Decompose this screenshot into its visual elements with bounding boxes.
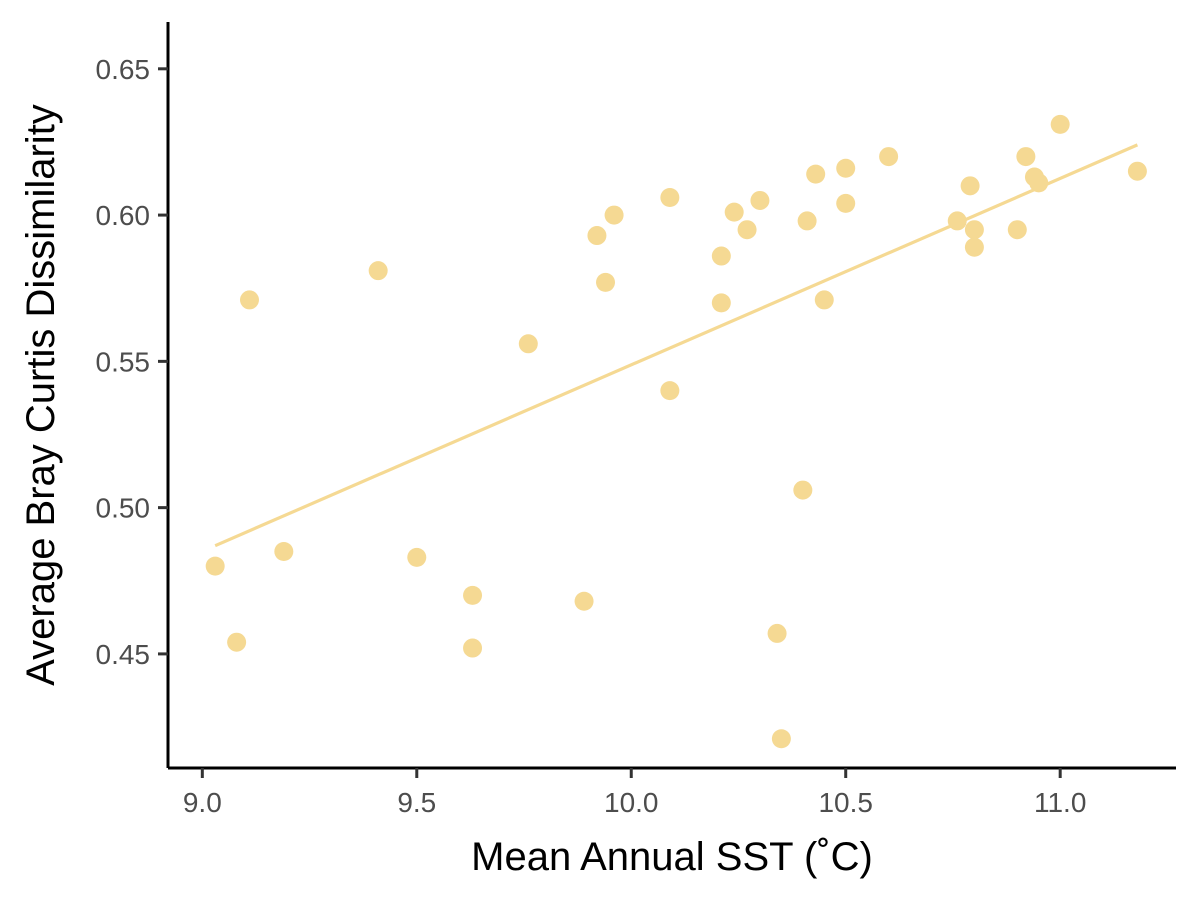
data-point-20 [767, 623, 787, 643]
data-point-8 [518, 334, 538, 354]
data-point-29 [947, 211, 967, 231]
x-tick-label: 10.0 [604, 787, 659, 818]
data-point-5 [407, 547, 427, 567]
data-point-14 [660, 381, 680, 401]
data-point-10 [587, 226, 607, 246]
y-tick-label: 0.65 [96, 54, 151, 85]
y-axis-ticks: 0.45 0.50 0.55 0.60 0.65 [96, 54, 168, 670]
data-point-22 [793, 480, 813, 500]
data-point-15 [711, 246, 731, 266]
data-point-38 [1127, 161, 1147, 181]
data-point-19 [750, 190, 770, 210]
y-tick-label: 0.45 [96, 639, 151, 670]
x-tick-label: 9.5 [397, 787, 436, 818]
data-point-16 [711, 293, 731, 313]
data-point-32 [964, 237, 984, 257]
data-point-24 [806, 164, 826, 184]
data-point-25 [814, 290, 834, 310]
data-point-13 [660, 188, 680, 208]
data-point-34 [1016, 147, 1036, 167]
y-tick-label: 0.50 [96, 493, 151, 524]
data-point-12 [604, 205, 624, 225]
data-point-9 [574, 591, 594, 611]
data-point-7 [463, 638, 483, 658]
data-point-28 [879, 147, 899, 167]
data-point-23 [797, 211, 817, 231]
x-tick-label: 9.0 [183, 787, 222, 818]
x-tick-label: 11.0 [1034, 787, 1086, 818]
data-point-30 [960, 176, 980, 196]
data-point-17 [724, 202, 744, 222]
data-point-2 [239, 290, 259, 310]
data-point-18 [737, 220, 757, 240]
data-point-4 [368, 261, 388, 281]
data-point-6 [463, 585, 483, 605]
data-point-11 [596, 272, 616, 292]
data-point-1 [227, 632, 247, 652]
data-point-33 [1007, 220, 1027, 240]
data-point-37 [1050, 114, 1070, 134]
plot-area [205, 114, 1147, 749]
data-point-31 [964, 220, 984, 240]
x-tick-label: 10.5 [818, 787, 873, 818]
data-point-3 [274, 542, 294, 562]
data-point-36 [1029, 173, 1049, 193]
data-point-21 [771, 729, 791, 749]
y-axis-title: Average Bray Curtis Dissimilarity [19, 104, 63, 686]
trend-line [214, 143, 1139, 548]
x-axis-title: Mean Annual SST (˚C) [471, 835, 873, 879]
data-point-0 [205, 556, 225, 576]
y-tick-label: 0.55 [96, 346, 151, 377]
y-tick-label: 0.60 [96, 200, 151, 231]
x-axis-ticks: 9.0 9.5 10.0 10.5 11.0 [183, 768, 1086, 818]
data-point-26 [836, 158, 856, 178]
data-point-27 [836, 193, 856, 213]
